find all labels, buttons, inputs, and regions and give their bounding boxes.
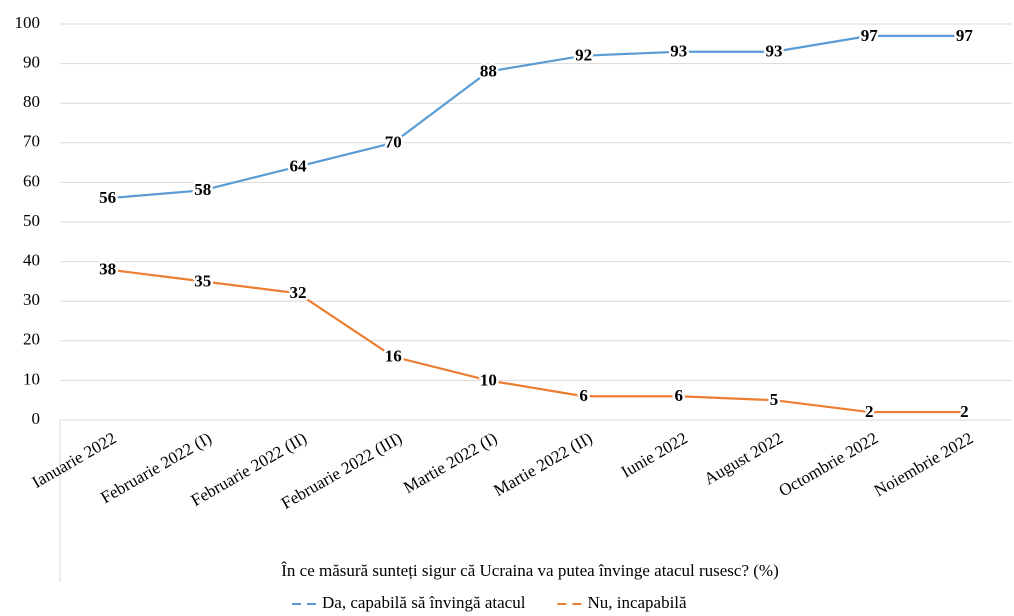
legend-label: Da, capabilă să învingă atacul bbox=[322, 593, 526, 612]
data-label: 35 bbox=[194, 271, 211, 290]
y-tick-label: 20 bbox=[23, 330, 40, 349]
x-tick-label: Martie 2022 (I) bbox=[400, 428, 500, 497]
y-tick-label: 30 bbox=[23, 290, 40, 309]
x-tick-label: Octombrie 2022 bbox=[776, 428, 882, 500]
data-label: 92 bbox=[575, 46, 592, 65]
data-label: 10 bbox=[480, 370, 497, 389]
x-tick-label: Noiembrie 2022 bbox=[871, 428, 977, 500]
x-tick-label: Ianuarie 2022 bbox=[29, 428, 120, 491]
data-label: 97 bbox=[861, 26, 879, 45]
x-tick-label: Iunie 2022 bbox=[618, 428, 691, 481]
data-label: 38 bbox=[99, 259, 116, 278]
x-axis-title: În ce măsură sunteți sigur că Ucraina va… bbox=[281, 561, 779, 580]
legend-label: Nu, incapabilă bbox=[587, 593, 687, 612]
data-label: 32 bbox=[290, 283, 307, 302]
data-label: 56 bbox=[99, 188, 116, 207]
data-label: 64 bbox=[290, 156, 308, 175]
data-label: 2 bbox=[865, 402, 874, 421]
y-tick-label: 60 bbox=[23, 171, 40, 190]
y-tick-label: 0 bbox=[32, 409, 41, 428]
y-tick-label: 90 bbox=[23, 53, 40, 72]
data-label: 6 bbox=[675, 386, 684, 405]
y-tick-label: 70 bbox=[23, 132, 40, 151]
line-series bbox=[107, 34, 965, 200]
x-tick-label: August 2022 bbox=[701, 428, 786, 488]
data-label: 5 bbox=[770, 390, 779, 409]
y-tick-label: 50 bbox=[23, 211, 40, 230]
y-tick-label: 10 bbox=[23, 369, 40, 388]
y-tick-label: 100 bbox=[15, 13, 41, 32]
x-tick-label: Martie 2022 (II) bbox=[490, 428, 595, 500]
data-label: 16 bbox=[385, 347, 402, 366]
data-label: 93 bbox=[670, 42, 687, 61]
data-label: 2 bbox=[960, 402, 969, 421]
data-label: 97 bbox=[956, 26, 974, 45]
line-series bbox=[107, 268, 965, 414]
y-tick-label: 80 bbox=[23, 92, 40, 111]
data-label: 93 bbox=[766, 42, 783, 61]
data-label: 6 bbox=[579, 386, 588, 405]
data-label: 70 bbox=[385, 133, 402, 152]
data-label: 58 bbox=[194, 180, 211, 199]
data-label: 88 bbox=[480, 61, 497, 80]
y-tick-label: 40 bbox=[23, 251, 40, 270]
